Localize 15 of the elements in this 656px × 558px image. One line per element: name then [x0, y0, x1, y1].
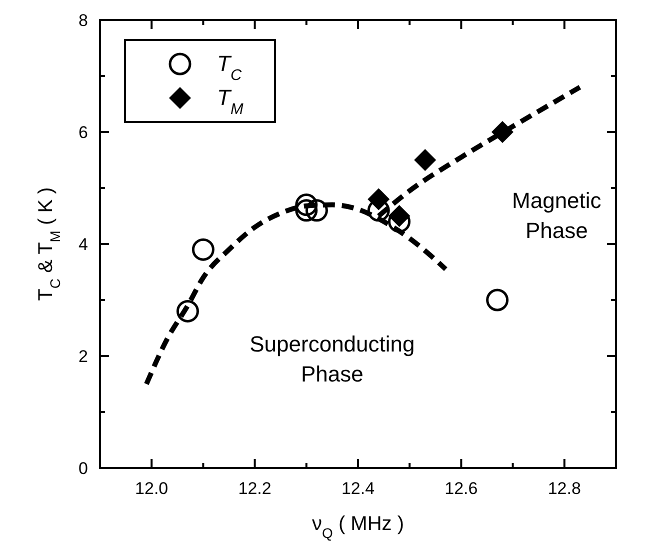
x-tick-label: 12.6: [444, 479, 478, 498]
x-tick-label: 12.4: [341, 479, 375, 498]
y-tick-label: 4: [78, 235, 88, 254]
y-tick-label: 0: [78, 459, 88, 478]
x-tick-label: 12.0: [135, 479, 168, 498]
annotation: Magnetic Phase: [512, 188, 602, 244]
legend-label: T$_{C}$: [217, 51, 242, 84]
y-tick-label: 8: [78, 11, 88, 30]
y-tick-label: 6: [78, 123, 88, 142]
y-tick-label: 2: [78, 347, 88, 366]
legend-label: T$_{M}$: [217, 85, 244, 118]
x-tick-label: 12.2: [238, 479, 272, 498]
x-tick-label: 12.8: [548, 479, 581, 498]
annotation: Superconducting Phase: [250, 332, 415, 387]
x-axis-title: ν$_{Q}$ ( MHz ): [312, 513, 404, 541]
